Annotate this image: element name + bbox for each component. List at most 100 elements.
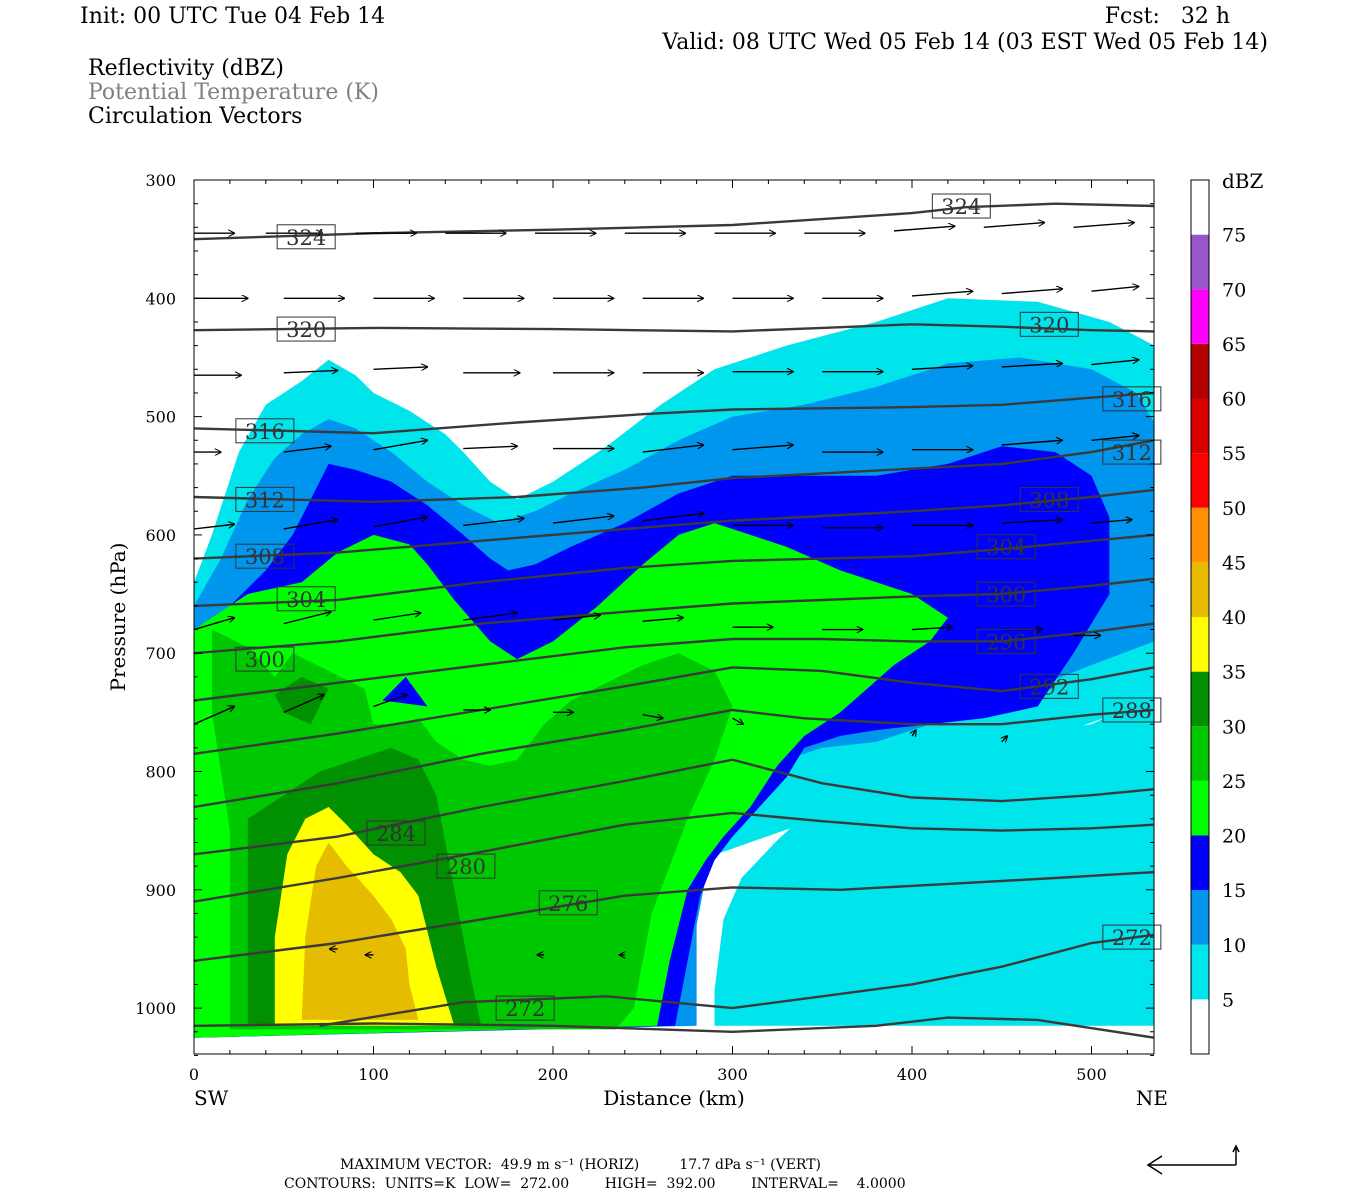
colorbar-label-10: 10 bbox=[1222, 935, 1246, 957]
contour-label-box-21 bbox=[1102, 924, 1162, 950]
colorbar-label-40: 40 bbox=[1222, 607, 1246, 629]
contour-label-300-12: 300 bbox=[245, 648, 285, 672]
reflectivity-fills bbox=[194, 298, 1154, 1038]
colorbar-swatch-1 bbox=[1191, 944, 1209, 1000]
colorbar-swatch-4 bbox=[1191, 780, 1209, 836]
circulation-vector-32 bbox=[1091, 360, 1139, 366]
circulation-vector-57 bbox=[373, 613, 421, 621]
contour-label-box-12 bbox=[235, 646, 295, 672]
contour-label-box-19 bbox=[538, 890, 598, 916]
theta-contour-316 bbox=[194, 391, 1154, 435]
colorbar-label-50: 50 bbox=[1222, 498, 1246, 520]
circulation-vector-30 bbox=[911, 366, 973, 370]
init-time: Init: 00 UTC Tue 04 Feb 14 bbox=[80, 4, 386, 29]
contour-label-316-5: 316 bbox=[1112, 388, 1152, 412]
circulation-vector-71 bbox=[642, 715, 663, 719]
contour-label-box-10 bbox=[276, 586, 336, 612]
contour-label-box-4 bbox=[235, 418, 295, 444]
contour-label-box-7 bbox=[1102, 439, 1162, 465]
circulation-vector-35 bbox=[373, 440, 428, 451]
field-label-reflectivity: Reflectivity (dBZ) bbox=[88, 56, 284, 81]
x-tick-label-400: 400 bbox=[897, 1065, 928, 1084]
circulation-vector-31 bbox=[1001, 363, 1063, 368]
colorbar-swatch-13 bbox=[1191, 289, 1209, 344]
circulation-vector-10 bbox=[1073, 223, 1135, 229]
colorbar-label-25: 25 bbox=[1222, 771, 1246, 793]
circulation-vector-66 bbox=[194, 706, 234, 725]
contour-label-box-13 bbox=[976, 581, 1036, 607]
theta-contour-312 bbox=[194, 439, 1154, 504]
circulation-vector-53 bbox=[1001, 520, 1063, 524]
colorbar-label-70: 70 bbox=[1222, 279, 1246, 301]
theta-contour-276 bbox=[194, 870, 1154, 962]
colorbar: 5 10 15 20 25 30 35 40 45 50 55 60 65 70 75 bbox=[1190, 179, 1246, 1055]
contour-label-272-21: 272 bbox=[1112, 926, 1152, 950]
contour-label-312-7: 312 bbox=[1112, 441, 1152, 465]
contour-label-308-8: 308 bbox=[245, 545, 285, 569]
field-label-vectors: Circulation Vectors bbox=[88, 104, 303, 129]
colorbar-swatch-8 bbox=[1191, 562, 1209, 617]
contour-label-276-19: 276 bbox=[548, 892, 588, 916]
contour-label-box-14 bbox=[976, 628, 1036, 654]
colorbar-swatch-2 bbox=[1191, 890, 1209, 945]
contour-label-296-14: 296 bbox=[986, 630, 1026, 654]
colorbar-swatch-3 bbox=[1191, 835, 1209, 891]
max-vector-legend-arrow bbox=[1146, 1144, 1240, 1175]
x-axis-label: Distance (km) bbox=[603, 1086, 745, 1110]
contour-label-box-17 bbox=[366, 820, 426, 846]
contour-label-300-13: 300 bbox=[986, 583, 1026, 607]
axes: 300 400 500 600 700 800 900 1000 0 100 200 300 400 50… bbox=[135, 171, 1154, 1084]
circulation-vector-60 bbox=[642, 618, 683, 622]
colorbar-label-75: 75 bbox=[1222, 225, 1246, 247]
colorbar-swatch-0 bbox=[1191, 999, 1209, 1054]
contour-label-324-1: 324 bbox=[941, 195, 981, 219]
x-end-label-left: SW bbox=[194, 1086, 229, 1110]
theta-contour-320 bbox=[194, 323, 1154, 333]
y-tick-label-400: 400 bbox=[145, 289, 176, 308]
contour-label-304-10: 304 bbox=[286, 588, 326, 612]
circulation-vector-38 bbox=[642, 445, 704, 453]
theta-contour-296 bbox=[194, 622, 1154, 702]
colorbar-unit: dBZ bbox=[1222, 169, 1264, 193]
contour-label-box-11 bbox=[976, 534, 1036, 560]
circulation-vector-48 bbox=[552, 516, 614, 524]
theta-contour-308 bbox=[194, 488, 1154, 560]
colorbar-swatch-14 bbox=[1191, 234, 1209, 290]
contour-label-320-2: 320 bbox=[286, 318, 326, 342]
y-tick-label-700: 700 bbox=[145, 644, 176, 663]
circulation-vector-46 bbox=[373, 517, 428, 528]
colorbar-label-5: 5 bbox=[1222, 989, 1234, 1011]
contour-label-box-18 bbox=[436, 853, 496, 879]
y-tick-label-1000: 1000 bbox=[135, 999, 176, 1018]
max-vector-text: MAXIMUM VECTOR: 49.9 m s⁻¹ (HORIZ) 17.7 … bbox=[340, 1157, 822, 1173]
circulation-vector-63 bbox=[911, 627, 952, 629]
colorbar-label-15: 15 bbox=[1222, 880, 1246, 902]
colorbar-swatch-6 bbox=[1191, 671, 1209, 727]
theta-contour-288 bbox=[194, 708, 1154, 809]
contour-info-text: CONTOURS: UNITS=K LOW= 272.00 HIGH= 392.… bbox=[284, 1176, 906, 1192]
circulation-vector-72 bbox=[732, 717, 744, 724]
contour-label-312-6: 312 bbox=[245, 488, 285, 512]
x-end-label-right: NE bbox=[1136, 1086, 1168, 1110]
circulation-vector-42 bbox=[1001, 440, 1063, 446]
colorbar-label-30: 30 bbox=[1222, 716, 1246, 738]
circulation-vector-47 bbox=[463, 518, 524, 527]
contour-label-box-5 bbox=[1102, 386, 1162, 412]
contour-label-320-3: 320 bbox=[1029, 313, 1069, 337]
circulation-vector-43 bbox=[1091, 436, 1139, 441]
x-tick-label-0: 0 bbox=[189, 1065, 199, 1084]
colorbar-label-60: 60 bbox=[1222, 389, 1246, 411]
colorbar-label-20: 20 bbox=[1222, 826, 1246, 848]
contour-label-292-15: 292 bbox=[1029, 675, 1069, 699]
circulation-vector-55 bbox=[194, 618, 234, 631]
contour-label-box-3 bbox=[1019, 311, 1079, 337]
circulation-vector-34 bbox=[283, 446, 331, 453]
contour-label-304-11: 304 bbox=[986, 536, 1026, 560]
contour-label-box-2 bbox=[276, 316, 336, 342]
forecast-hour: Fcst: 32 h bbox=[1104, 4, 1230, 29]
colorbar-label-65: 65 bbox=[1222, 334, 1246, 356]
contour-label-316-4: 316 bbox=[245, 420, 285, 444]
circulation-vector-39 bbox=[732, 445, 794, 451]
contour-label-324-0: 324 bbox=[286, 226, 326, 250]
colorbar-label-35: 35 bbox=[1222, 662, 1246, 684]
